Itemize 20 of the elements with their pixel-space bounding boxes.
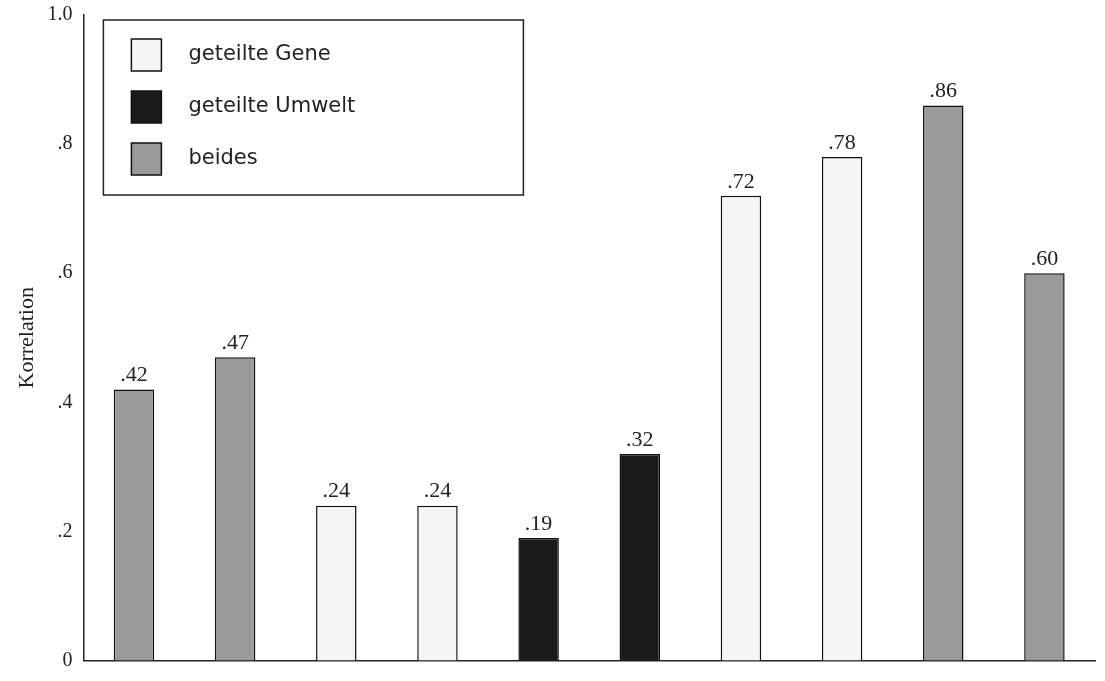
data-label: .47 <box>221 328 249 354</box>
y-tick-label: 1.0 <box>47 2 73 25</box>
data-label: .60 <box>1030 245 1059 271</box>
legend-label: beides <box>188 145 258 170</box>
legend-label: geteilte Gene <box>188 41 331 66</box>
data-label: .72 <box>727 167 755 193</box>
y-axis-title: Korrelation <box>12 287 38 389</box>
data-label: .32 <box>626 425 654 451</box>
y-tick-label: .8 <box>57 131 73 154</box>
data-label: .42 <box>120 361 148 387</box>
data-label: .86 <box>929 77 958 103</box>
legend-label: geteilte Umwelt <box>188 93 356 118</box>
data-label: .78 <box>828 128 856 154</box>
y-tick-label: .6 <box>57 260 73 283</box>
data-label: .24 <box>322 477 351 503</box>
y-tick-label: .4 <box>57 389 73 412</box>
y-tick-label: .2 <box>57 518 73 541</box>
data-label: .24 <box>423 477 452 503</box>
data-label: .19 <box>524 509 553 535</box>
y-tick-label: 0 <box>62 647 73 670</box>
